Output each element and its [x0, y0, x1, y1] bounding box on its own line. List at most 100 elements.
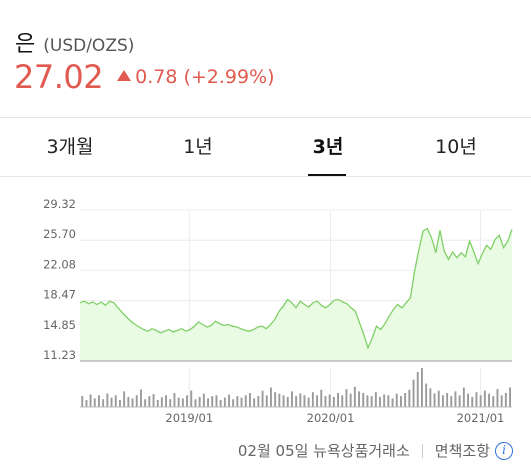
- price-area: [80, 228, 512, 361]
- price-row: 27.02 0.78 (+2.99%): [14, 58, 275, 96]
- volume-bar: [81, 396, 84, 407]
- volume-bar: [152, 394, 155, 407]
- volume-bar: [144, 399, 147, 407]
- x-tick-label: 2021/01: [457, 411, 505, 425]
- volume-bar: [488, 393, 490, 407]
- volume-bar: [110, 397, 113, 407]
- volume-bar: [131, 398, 134, 407]
- volume-bar: [202, 393, 205, 407]
- volume-bar: [450, 396, 453, 407]
- volume-bar: [500, 395, 503, 407]
- x-tick-label: 2019/01: [165, 411, 213, 425]
- volume-bar: [89, 394, 92, 407]
- commodity-name: 은: [15, 32, 36, 57]
- volume-bar: [412, 379, 415, 407]
- volume-bar: [379, 396, 381, 407]
- tab-3-months[interactable]: 3개월: [46, 136, 94, 158]
- info-icon[interactable]: i: [495, 441, 513, 460]
- volume-bar: [475, 392, 478, 407]
- volume-bar: [433, 393, 436, 407]
- volume-bar: [324, 396, 327, 407]
- volume-bar: [341, 395, 344, 407]
- volume-bar: [219, 400, 222, 407]
- volume-bar: [358, 391, 360, 407]
- volume-bar: [215, 395, 218, 407]
- volume-bar: [362, 393, 365, 407]
- volume-bar: [332, 396, 335, 407]
- tab-1-year[interactable]: 1년: [183, 136, 213, 158]
- title-row: 은 (USD/OZS): [15, 26, 134, 58]
- volume-bar: [198, 396, 201, 407]
- price-change: 0.78 (+2.99%): [135, 66, 275, 88]
- tab-3-years[interactable]: 3년: [312, 136, 344, 158]
- volume-bar: [291, 391, 293, 407]
- volume-bar: [504, 393, 507, 407]
- volume-bar: [307, 397, 310, 407]
- y-axis-ticks: 29.32 25.70 22.08 18.47 14.85 11.23: [43, 197, 76, 362]
- volume-bar: [278, 393, 281, 407]
- volume-bar: [140, 389, 142, 407]
- volume-bar: [85, 400, 88, 407]
- volume-bar: [299, 393, 302, 407]
- volume-bar: [228, 394, 230, 407]
- volume-bar: [186, 395, 188, 407]
- volume-bar: [211, 396, 214, 407]
- volume-bar: [337, 393, 339, 407]
- volume-bar: [274, 392, 277, 407]
- volume-bar: [102, 399, 105, 407]
- active-tab-indicator: [308, 174, 346, 176]
- volume-bar: [311, 392, 314, 407]
- volume-bar: [257, 396, 260, 407]
- volume-bar: [387, 395, 390, 407]
- volume-bar: [173, 393, 176, 407]
- volume-bar: [135, 395, 138, 407]
- volume-bar: [496, 389, 499, 407]
- volume-bar: [253, 398, 256, 407]
- volume-bar: [437, 390, 440, 407]
- current-price: 27.02: [14, 58, 104, 96]
- volume-bar: [232, 399, 235, 407]
- volume-bar: [148, 396, 151, 407]
- volume-bar: [169, 399, 172, 407]
- volume-bar: [458, 395, 461, 407]
- volume-bar: [425, 383, 428, 407]
- volume-bar: [483, 390, 486, 407]
- volume-bar: [328, 394, 331, 407]
- x-tick-label: 2020/01: [307, 411, 355, 425]
- period-tabs: 3개월 1년 3년 10년: [0, 119, 531, 177]
- date-source: 02월 05일 뉴욕상품거래소: [237, 442, 410, 460]
- volume-bar: [320, 389, 323, 407]
- volume-bar: [114, 395, 117, 407]
- volume-bar: [509, 387, 511, 407]
- volume-bar: [345, 389, 348, 407]
- tab-10-years[interactable]: 10년: [435, 136, 477, 158]
- volume-bar: [442, 395, 444, 407]
- volume-bar: [123, 391, 126, 407]
- volume-bar: [119, 400, 121, 407]
- volume-bar: [391, 398, 394, 407]
- footer-divider: [421, 443, 423, 458]
- disclaimer-link[interactable]: 면책조항: [434, 442, 490, 460]
- y-tick-label: 11.23: [43, 348, 76, 362]
- volume-bar: [400, 396, 402, 407]
- volume-bar: [98, 395, 100, 407]
- volume-bar: [270, 387, 272, 407]
- volume-bar: [286, 396, 289, 407]
- volume-bar: [349, 393, 352, 407]
- volume-bar: [416, 371, 419, 407]
- volume-bar: [370, 396, 373, 407]
- commodity-code: (USD/OZS): [43, 36, 135, 56]
- y-tick-label: 29.32: [43, 197, 76, 211]
- volume-bar: [404, 393, 407, 407]
- volume-bars: [81, 368, 511, 408]
- volume-bar: [366, 395, 369, 407]
- volume-bar: [194, 399, 197, 407]
- volume-bar: [395, 393, 398, 407]
- volume-bar: [462, 387, 465, 407]
- chart-footer: 02월 05일 뉴욕상품거래소 면책조항 i: [238, 440, 513, 461]
- volume-bar: [471, 396, 474, 407]
- volume-bar: [479, 395, 482, 407]
- volume-bar: [207, 398, 209, 407]
- y-tick-label: 22.08: [43, 257, 76, 271]
- volume-bar: [282, 395, 285, 407]
